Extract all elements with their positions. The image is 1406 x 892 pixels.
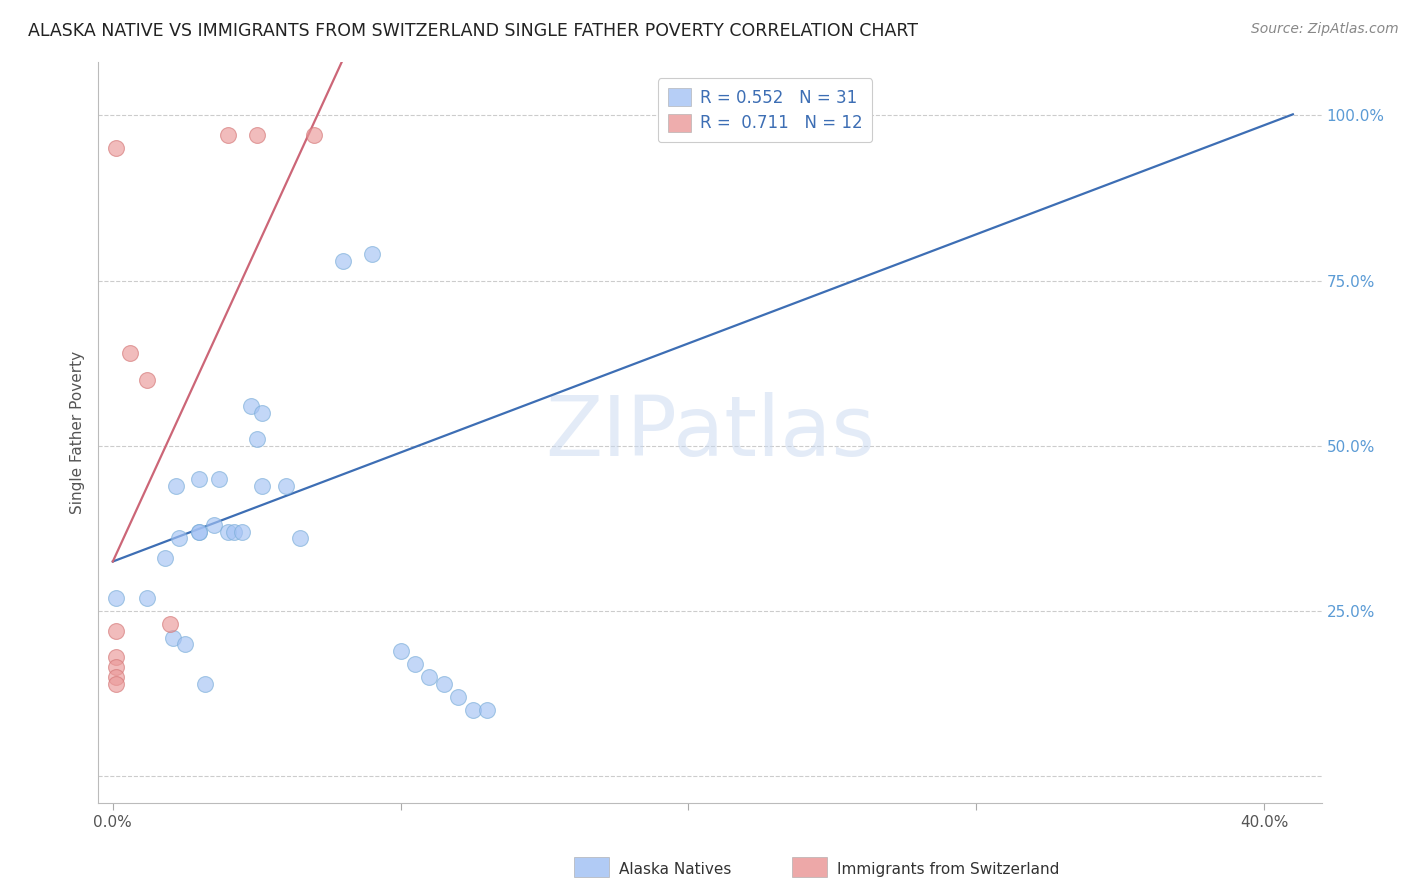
Text: ALASKA NATIVE VS IMMIGRANTS FROM SWITZERLAND SINGLE FATHER POVERTY CORRELATION C: ALASKA NATIVE VS IMMIGRANTS FROM SWITZER… [28, 22, 918, 40]
Point [173, 637, 195, 651]
Point [304, 128, 326, 143]
Point [104, 624, 127, 638]
Point [104, 141, 127, 155]
Point [239, 399, 262, 413]
FancyBboxPatch shape [792, 857, 827, 877]
Point [104, 670, 127, 684]
Point [202, 518, 225, 533]
Point [246, 432, 269, 446]
Point [447, 690, 470, 704]
Point [188, 524, 211, 539]
Point [252, 406, 274, 420]
Point [104, 677, 127, 691]
Point [194, 677, 217, 691]
Point [274, 478, 297, 492]
Point [217, 128, 239, 143]
Point [120, 346, 142, 360]
Point [153, 551, 176, 566]
Legend: R = 0.552   N = 31, R =  0.711   N = 12: R = 0.552 N = 31, R = 0.711 N = 12 [658, 78, 872, 142]
Point [217, 524, 239, 539]
Point [167, 532, 190, 546]
Point [433, 677, 456, 691]
Text: Alaska Natives: Alaska Natives [619, 863, 731, 877]
Y-axis label: Single Father Poverty: Single Father Poverty [70, 351, 86, 514]
Point [208, 472, 231, 486]
Point [104, 591, 127, 605]
Point [461, 703, 484, 717]
Point [188, 472, 211, 486]
Point [104, 660, 127, 674]
Point [136, 591, 159, 605]
Point [332, 253, 354, 268]
FancyBboxPatch shape [574, 857, 609, 877]
Point [222, 524, 245, 539]
Point [246, 128, 269, 143]
Point [188, 524, 211, 539]
Point [360, 247, 382, 261]
Point [136, 373, 159, 387]
Point [418, 670, 440, 684]
Point [404, 657, 426, 671]
Point [231, 524, 253, 539]
Text: Immigrants from Switzerland: Immigrants from Switzerland [837, 863, 1059, 877]
Point [159, 617, 181, 632]
Point [288, 532, 311, 546]
Point [104, 650, 127, 665]
Point [389, 644, 412, 658]
Text: Source: ZipAtlas.com: Source: ZipAtlas.com [1251, 22, 1399, 37]
Point [162, 631, 184, 645]
Text: ZIPatlas: ZIPatlas [546, 392, 875, 473]
Point [165, 478, 187, 492]
Point [252, 478, 274, 492]
Point [475, 703, 498, 717]
